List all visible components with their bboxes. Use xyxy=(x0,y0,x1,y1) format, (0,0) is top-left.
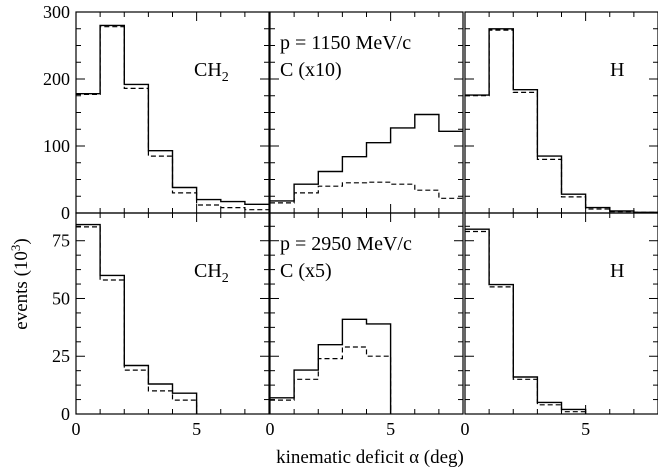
panel-momentum-label-4: p = 2950 MeV/c xyxy=(280,233,412,255)
panel-target-label-0: CH2 xyxy=(194,59,229,85)
panel-4: 0 5 p = 2950 MeV/c C (x5) xyxy=(266,212,464,439)
series-dashed-3 xyxy=(76,226,198,414)
y-tick-label-0-0: 0 xyxy=(61,203,70,223)
series-dashed-1 xyxy=(270,181,463,204)
panel-target-label-2: H xyxy=(610,59,624,81)
panel-label-subscript-3: 2 xyxy=(222,271,229,286)
panel-target-label-1: C (x10) xyxy=(280,59,342,81)
panel-5: 0 5 H xyxy=(461,212,658,439)
x-tick-label-5-1: 5 xyxy=(581,419,590,439)
panel-label-main-5: H xyxy=(610,260,624,282)
y-tick-label-0-2: 200 xyxy=(43,69,70,89)
y-tick-label-3-0: 0 xyxy=(61,404,70,424)
panel-3: 0 25 50 75 0 5 CH2 xyxy=(52,212,270,439)
panel-1: p = 1150 MeV/c C (x10) xyxy=(269,11,464,214)
panel-2: H xyxy=(464,11,658,214)
panel-0: 0 100 200 300 CH2 xyxy=(43,2,270,223)
x-tick-label-3-1: 5 xyxy=(192,419,201,439)
panel-frame-5 xyxy=(464,212,658,415)
y-tick-label-3-2: 50 xyxy=(52,288,70,308)
x-tick-label-4-1: 5 xyxy=(386,419,395,439)
series-dashed-2 xyxy=(465,29,658,213)
series-dashed-4 xyxy=(270,346,392,414)
series-dashed-0 xyxy=(76,26,269,211)
series-solid-3 xyxy=(76,223,198,414)
x-axis-label: kinematic deficit α (deg) xyxy=(276,447,464,468)
series-solid-1 xyxy=(270,113,463,202)
panel-target-label-5: H xyxy=(610,260,624,282)
panel-label-main-0: CH xyxy=(194,59,222,81)
panel-momentum-label-1: p = 1150 MeV/c xyxy=(280,32,411,54)
x-tick-label-4-0: 0 xyxy=(266,419,275,439)
series-solid-5 xyxy=(465,228,587,414)
panel-label-main-3: CH xyxy=(194,260,222,282)
x-tick-label-3-0: 0 xyxy=(72,419,81,439)
y-axis-label-exponent: 3 xyxy=(8,245,23,252)
y-axis-label-main: events (10 xyxy=(11,251,32,330)
panel-label-main-2: H xyxy=(610,59,624,81)
y-tick-label-0-3: 300 xyxy=(43,2,70,22)
panel-target-label-3: CH2 xyxy=(194,260,229,286)
y-axis-label: events (103) xyxy=(8,238,32,329)
series-dashed-5 xyxy=(465,230,587,414)
y-tick-label-0-1: 100 xyxy=(43,136,70,156)
x-tick-label-5-0: 0 xyxy=(461,419,470,439)
y-axis-label-end: ) xyxy=(11,238,32,244)
y-tick-label-3-3: 75 xyxy=(52,231,70,251)
panel-label-subscript-0: 2 xyxy=(222,70,229,85)
panel-target-label-4: C (x5) xyxy=(280,260,332,282)
y-tick-label-3-1: 25 xyxy=(52,346,70,366)
